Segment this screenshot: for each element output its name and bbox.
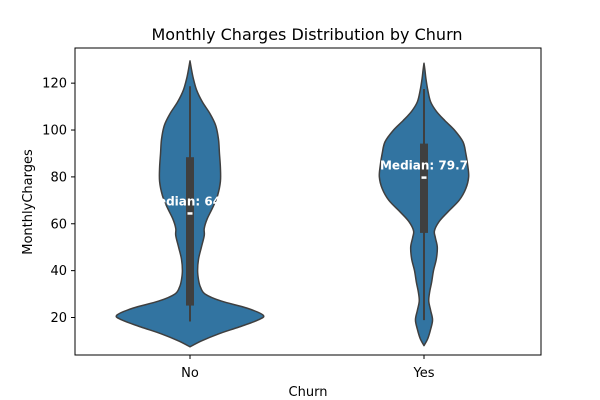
y-tick-label: 60 [50,217,67,232]
y-axis-label: MonthlyCharges [21,149,36,255]
chart-title: Monthly Charges Distribution by Churn [151,25,462,44]
iqr-box [420,143,428,233]
y-tick-label: 80 [50,170,67,185]
plot-area [74,47,542,356]
violin-no: Median: 64.4 [115,60,265,348]
y-tick-label: 100 [42,124,67,139]
y-axis: 20 40 60 80 100 120 [42,77,75,326]
x-tick-label: Yes [413,366,435,381]
median-label: Median: 79.7 [380,159,468,173]
y-tick-label: 40 [50,264,67,279]
x-axis: No Yes [181,355,435,381]
x-axis-label: Churn [289,385,328,400]
iqr-box [186,157,194,306]
y-tick-label: 20 [50,311,67,326]
y-tick-label: 120 [42,77,67,92]
x-tick-label: No [181,366,199,381]
violins-layer: Median: 64.4 Median: 79.7 [115,60,470,348]
violin-yes: Median: 79.7 [378,62,470,347]
median-label: Median: 64.4 [146,194,234,208]
